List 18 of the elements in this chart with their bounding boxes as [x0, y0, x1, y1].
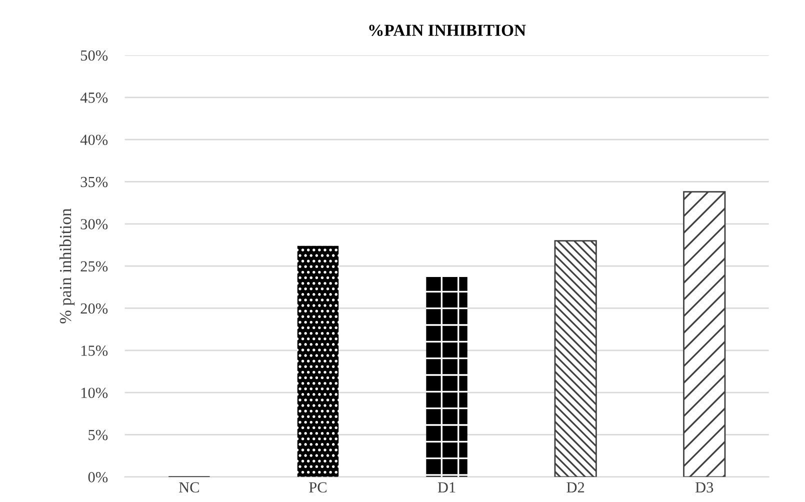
y-tick-label: 5%	[88, 430, 108, 440]
x-tick-label: D3	[695, 482, 714, 493]
y-tick-label: 50%	[80, 50, 108, 61]
x-tick-label: NC	[179, 482, 199, 493]
y-tick-label: 30%	[80, 219, 108, 230]
y-tick-label: 0%	[88, 472, 108, 482]
y-tick-label: 25%	[80, 261, 108, 272]
y-tick-label: 40%	[80, 134, 108, 146]
y-tick-label: 35%	[80, 176, 108, 188]
chart-title: %PAIN INHIBITION	[369, 24, 526, 36]
y-tick-label: 45%	[80, 92, 108, 103]
x-tick-label: D2	[566, 482, 584, 492]
y-tick-label: 15%	[81, 346, 108, 356]
x-tick-label: PC	[309, 482, 326, 493]
y-axis-title: % pain inhibition	[59, 208, 75, 324]
x-tick-label: D1	[438, 482, 456, 492]
y-tick-label: 10%	[81, 388, 108, 398]
y-tick-label: 20%	[80, 303, 108, 314]
